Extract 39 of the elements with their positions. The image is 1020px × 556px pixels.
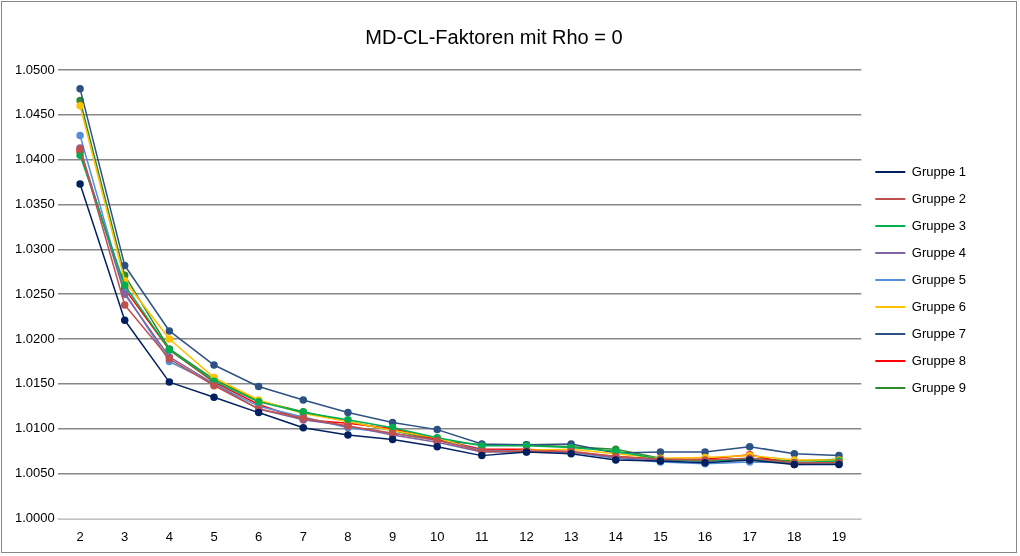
legend-label: Gruppe 8 [911,352,966,368]
y-tick-label: 1.0050 [15,465,55,481]
y-tick-label: 1.0450 [15,106,55,122]
x-tick-label: 8 [344,528,352,544]
legend-label: Gruppe 7 [911,325,966,341]
x-tick-label: 12 [519,528,534,544]
y-tick-label: 1.0200 [15,330,55,346]
x-tick-label: 3 [121,528,129,544]
x-tick-label: 10 [429,528,445,544]
y-tick-label: 1.0000 [15,509,55,525]
x-tick-label: 7 [299,528,307,544]
x-tick-label: 15 [653,528,668,544]
x-tick-label: 2 [76,528,84,544]
x-tick-label: 13 [563,528,579,544]
x-tick-label: 4 [165,528,173,544]
y-tick-label: 1.0100 [15,420,55,436]
y-tick-label: 1.0350 [15,196,55,212]
x-tick-label: 17 [742,528,757,544]
y-tick-label: 1.0250 [15,285,55,301]
x-tick-label: 11 [475,528,489,544]
x-tick-label: 6 [255,528,263,544]
y-tick-label: 1.0400 [15,151,55,167]
legend-label: Gruppe 6 [911,298,966,314]
legend-label: Gruppe 9 [911,379,966,395]
chart-title: MD-CL-Faktoren mit Rho = 0 [365,25,623,48]
y-tick-label: 1.0500 [15,61,55,77]
legend-label: Gruppe 4 [911,244,966,260]
x-tick-label: 19 [831,528,847,544]
legend-label: Gruppe 5 [911,271,966,287]
x-tick-label: 9 [388,528,397,544]
y-tick-label: 1.0300 [15,240,55,256]
legend-label: Gruppe 1 [911,163,966,179]
y-tick-label: 1.0150 [15,375,55,391]
legend-label: Gruppe 3 [911,217,966,233]
x-tick-label: 18 [787,528,802,544]
x-tick-label: 14 [608,528,624,544]
x-tick-label: 16 [697,528,713,544]
legend-label: Gruppe 2 [911,190,966,206]
x-tick-label: 5 [210,528,218,544]
